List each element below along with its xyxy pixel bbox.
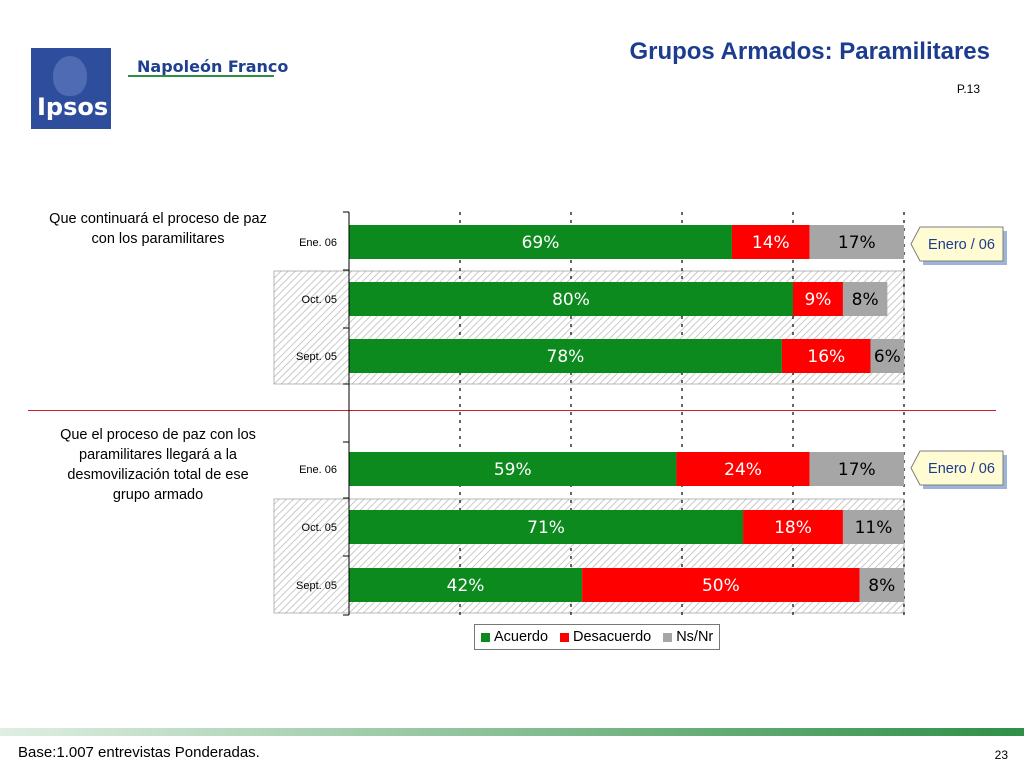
data-label-acuerdo-row-2: 80% <box>552 290 590 310</box>
brand-underline <box>128 75 274 77</box>
bar-desacuerdo-row-3 <box>781 339 871 373</box>
category-label-row-6: Sept. 05 <box>296 580 337 592</box>
data-label-nsnr-row-2: 8% <box>852 290 879 310</box>
bar-nsnr-row-6 <box>859 568 904 602</box>
legend-item-acuerdo: Acuerdo <box>481 629 548 645</box>
callout-label-1: Enero / 06 <box>928 237 995 253</box>
data-label-acuerdo-row-5: 71% <box>527 518 565 538</box>
bar-acuerdo-row-1 <box>349 225 732 259</box>
legend-label-desacuerdo: Desacuerdo <box>573 629 652 645</box>
stacked-bar-chart: 69% 14% 17% 80% 9% 8% 78% 16% 6% 59% 24% 17% 71% 18% 1… <box>273 211 1007 616</box>
section-separator <box>28 410 996 411</box>
bar-acuerdo-row-3 <box>349 339 782 373</box>
bar-desacuerdo-row-4 <box>676 452 810 486</box>
legend-swatch-desacuerdo <box>560 632 570 642</box>
callout-tag-2 <box>910 450 1004 486</box>
data-label-desacuerdo-row-4: 24% <box>724 460 762 480</box>
bar-acuerdo-row-5 <box>349 510 744 544</box>
bar-nsnr-row-5 <box>842 510 904 544</box>
footer-base-note: Base:1.007 entrevistas Ponderadas. <box>18 744 260 761</box>
data-label-acuerdo-row-3: 78% <box>547 347 585 367</box>
bar-nsnr-row-1 <box>809 225 904 259</box>
data-label-desacuerdo-row-6: 50% <box>702 576 740 596</box>
legend-item-desacuerdo: Desacuerdo <box>560 629 651 645</box>
bar-acuerdo-row-6 <box>349 568 583 602</box>
data-label-nsnr-row-3: 6% <box>874 347 901 367</box>
legend-swatch-acuerdo <box>481 632 490 642</box>
data-label-desacuerdo-row-2: 9% <box>804 290 831 310</box>
data-label-acuerdo-row-6: 42% <box>447 576 485 596</box>
legend-label-acuerdo: Acuerdo <box>494 629 549 645</box>
legend-swatch-nsnr <box>663 632 673 642</box>
legend-label-nsnr: Ns/Nr <box>676 629 714 645</box>
data-label-nsnr-row-6: 8% <box>868 576 895 596</box>
category-label-row-4: Ene. 06 <box>299 464 337 476</box>
page-number: 23 <box>994 748 1008 762</box>
head-silhouette-icon <box>53 56 87 96</box>
logo-text: Ipsos <box>37 93 109 121</box>
bar-acuerdo-row-4 <box>349 452 677 486</box>
data-label-nsnr-row-4: 17% <box>838 460 876 480</box>
ipsos-logo: Ipsos <box>31 48 111 129</box>
bar-nsnr-row-4 <box>809 452 904 486</box>
bar-nsnr-row-2 <box>842 282 888 316</box>
bar-acuerdo-row-2 <box>349 282 793 316</box>
brand-name: Napoleón Franco <box>137 57 289 76</box>
data-label-desacuerdo-row-5: 18% <box>774 518 812 538</box>
bar-desacuerdo-row-2 <box>793 282 843 316</box>
category-label-row-3: Sept. 05 <box>296 351 337 363</box>
data-label-desacuerdo-row-3: 16% <box>807 347 845 367</box>
category-label-row-5: Oct. 05 <box>302 522 337 534</box>
data-label-acuerdo-row-4: 59% <box>494 460 532 480</box>
question-2-label: Que el proceso de paz con los paramilita… <box>60 427 256 503</box>
legend-item-nsnr: Ns/Nr <box>663 629 713 645</box>
bar-desacuerdo-row-1 <box>731 225 810 259</box>
category-label-row-1: Ene. 06 <box>299 237 337 249</box>
bar-desacuerdo-row-6 <box>582 568 860 602</box>
data-label-nsnr-row-1: 17% <box>838 233 876 253</box>
page-reference: P.13 <box>956 82 980 96</box>
callout-label-2: Enero / 06 <box>928 461 995 477</box>
question-1-label: Que continuará el proceso de paz con los… <box>49 211 267 247</box>
data-label-nsnr-row-5: 11% <box>855 518 893 538</box>
chart-legend: Acuerdo Desacuerdo Ns/Nr <box>474 624 721 650</box>
callout-tag-1 <box>910 226 1004 262</box>
data-label-acuerdo-row-1: 69% <box>522 233 560 253</box>
page-title: Grupos Armados: Paramilitares <box>629 38 990 65</box>
bar-nsnr-row-3 <box>870 339 904 373</box>
data-label-desacuerdo-row-1: 14% <box>752 233 790 253</box>
bar-desacuerdo-row-5 <box>743 510 843 544</box>
category-label-row-2: Oct. 05 <box>302 294 337 306</box>
footer-bar <box>0 728 1024 736</box>
